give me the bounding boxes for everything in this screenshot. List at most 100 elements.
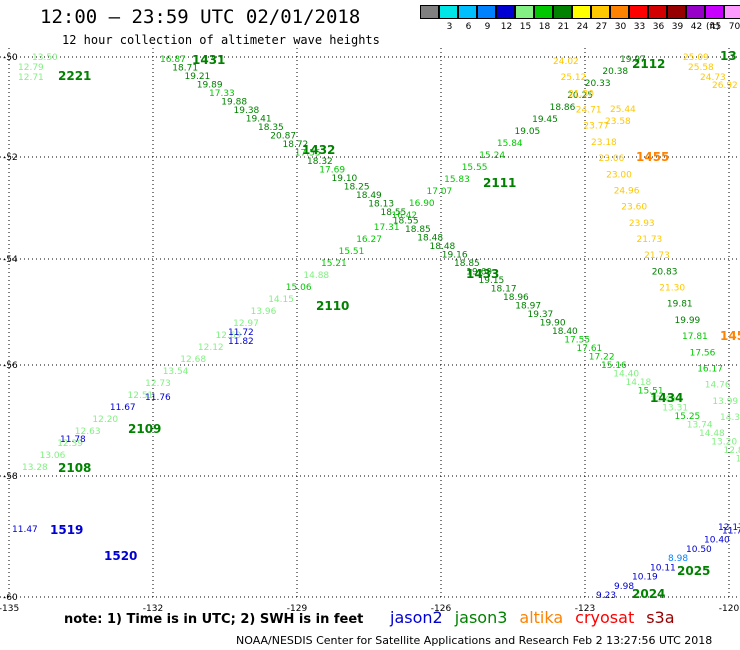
wave-height-value: 18.13 <box>368 200 394 210</box>
mission-s3a: s3a <box>646 608 675 627</box>
wave-height-value: 11.76 <box>722 526 740 536</box>
wave-height-value: 20.38 <box>602 67 628 77</box>
wave-height-value: 13.99 <box>712 397 738 407</box>
wave-height-value: 12.39 <box>57 439 83 449</box>
wave-height-value: 12.69 <box>216 331 242 341</box>
scale-swatch <box>496 5 515 19</box>
wave-height-value: 10.50 <box>686 545 712 555</box>
wave-height-value: 14.34 <box>720 413 740 423</box>
wave-height-value: 21.73 <box>637 235 663 245</box>
wave-height-value: 18.48 <box>417 234 443 244</box>
track-label: 2024 <box>632 587 665 601</box>
wave-height-value: 18.71 <box>172 64 198 74</box>
scale-label: 33 <box>633 22 646 32</box>
scale-bin: 39 <box>667 5 687 32</box>
wave-height-value: 25.44 <box>610 105 636 115</box>
track-label: 2112 <box>632 57 665 71</box>
wave-height-value: 13.50 <box>32 53 58 63</box>
scale-label: 18 <box>538 22 551 32</box>
scale-label: 6 <box>465 22 472 32</box>
wave-height-value: 17.81 <box>682 332 708 342</box>
wave-height-value: 10.11 <box>650 563 676 573</box>
wave-height-value: 11.76 <box>145 393 171 403</box>
scale-bin: 6 <box>458 5 478 32</box>
wave-height-value: 15.24 <box>479 151 505 161</box>
wave-height-value: 17.55 <box>295 149 321 159</box>
wave-height-value: 15.84 <box>497 139 523 149</box>
wave-height-value: 19.89 <box>197 81 223 91</box>
wave-height-value: 12.79 <box>18 63 44 73</box>
wave-height-value: 10.19 <box>632 573 658 583</box>
wave-height-value: 9.98 <box>614 582 634 592</box>
credit-line: NOAA/NESDIS Center for Satellite Applica… <box>236 634 713 647</box>
track-label: 2025 <box>677 564 710 578</box>
track-label: 1520 <box>104 549 137 563</box>
wave-height-value: 17.61 <box>577 344 603 354</box>
wave-height-value: 19.88 <box>221 98 247 108</box>
scale-label: 21 <box>557 22 570 32</box>
wave-height-value: 12.49 <box>650 395 676 405</box>
scale-swatch <box>648 5 667 19</box>
wave-height-value: 15.83 <box>444 175 470 185</box>
wave-height-value: 18.40 <box>552 327 578 337</box>
mission-altika: altika <box>519 608 564 627</box>
wave-height-value: 18.48 <box>430 242 456 252</box>
wave-height-value: 20.83 <box>652 267 678 277</box>
lon-tick-label: -123 <box>575 604 595 614</box>
track-label: 145 <box>720 329 740 343</box>
wave-height-value: 14.76 <box>705 381 731 391</box>
wave-height-value: 18.35 <box>258 123 284 133</box>
wave-height-value: 25.12 <box>561 73 587 83</box>
scale-bin: 33 <box>629 5 649 32</box>
wave-height-value: 11.67 <box>110 403 136 413</box>
wave-height-value: 18.49 <box>356 191 382 201</box>
wave-height-value: 12.86 <box>724 446 740 456</box>
wave-height-value: 23.00 <box>606 170 632 180</box>
wave-height-value: 16.42 <box>391 211 417 221</box>
wave-height-value: 11.47 <box>12 525 38 535</box>
wave-height-value: 12.20 <box>92 415 118 425</box>
track-label: 1455 <box>636 150 669 164</box>
track-label: 2221 <box>58 69 91 83</box>
wave-height-value: 19.41 <box>246 115 272 125</box>
scale-swatch <box>724 5 740 19</box>
scale-swatch <box>686 5 705 19</box>
wave-height-value: 14.48 <box>699 429 725 439</box>
wave-height-value: 15.51 <box>339 247 365 257</box>
wave-height-value: 19.99 <box>675 316 701 326</box>
scale-swatch <box>439 5 458 19</box>
wave-height-value: 21.30 <box>659 284 685 294</box>
scale-label: 39 <box>671 22 684 32</box>
scale-bin: 9 <box>477 5 497 32</box>
scale-label: 15 <box>519 22 532 32</box>
wave-height-value: 13.54 <box>163 367 189 377</box>
wave-height-value: 17.56 <box>690 348 716 358</box>
lon-tick-label: -135 <box>0 604 19 614</box>
wave-height-value: 9.23 <box>596 591 616 601</box>
mission-jason2: jason2 <box>390 608 443 627</box>
wave-height-value: 18.86 <box>550 103 576 113</box>
scale-label: 30 <box>614 22 627 32</box>
track-label: 1432 <box>302 143 335 157</box>
scale-bin: 15 <box>515 5 535 32</box>
wave-height-value: 17.31 <box>374 223 400 233</box>
scale-swatch <box>420 5 439 19</box>
wave-height-value: 12.68 <box>180 355 206 365</box>
wave-height-value: 19.38 <box>234 106 260 116</box>
wave-height-value: 14.40 <box>613 370 639 380</box>
scale-bin: 18 <box>534 5 554 32</box>
wave-height-value: 15.55 <box>462 163 488 173</box>
track-label: 2108 <box>58 461 91 475</box>
footer-note: note: 1) Time is in UTC; 2) SWH is in fe… <box>64 612 364 627</box>
wave-height-value: 16.17 <box>697 365 723 375</box>
scale-swatch <box>553 5 572 19</box>
scale-swatch <box>705 5 724 19</box>
wave-height-value: 19.37 <box>528 310 554 320</box>
wave-height-value: 14.15 <box>268 295 294 305</box>
scale-swatch <box>610 5 629 19</box>
wave-height-value: 12.97 <box>233 319 259 329</box>
scale-bin: 42 <box>686 5 706 32</box>
wave-height-value: 18.55 <box>381 208 407 218</box>
wave-height-value: 12.73 <box>145 379 171 389</box>
